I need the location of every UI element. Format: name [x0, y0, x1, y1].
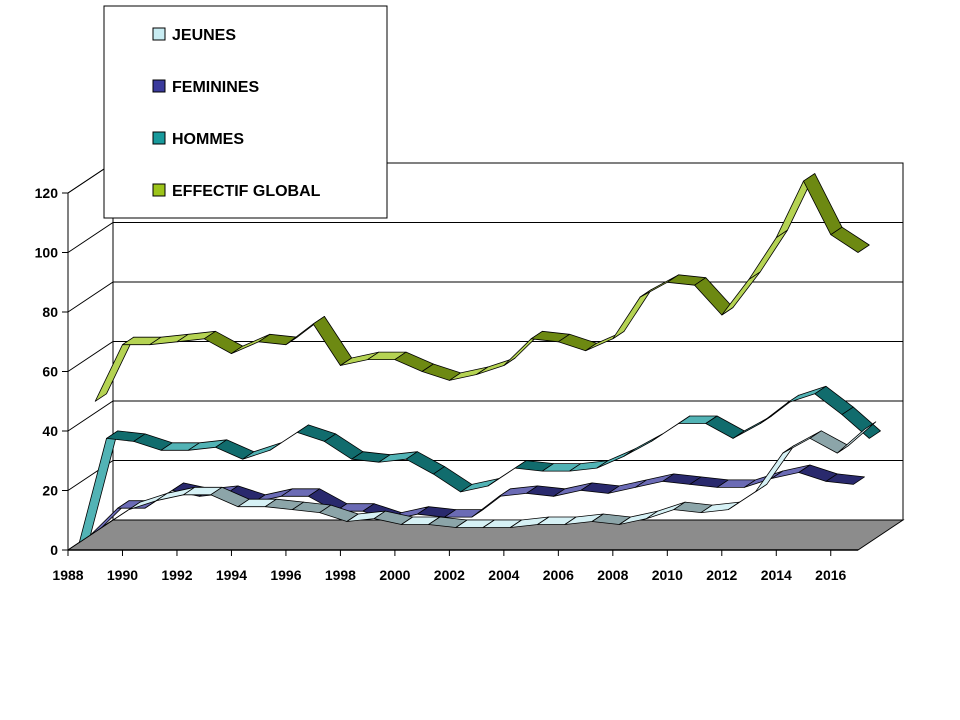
legend: JEUNES FEMININES HOMMES EFFECTIF GLOBAL	[103, 5, 388, 219]
y-tick-label: 80	[42, 304, 58, 320]
x-tick-label: 2000	[379, 567, 410, 583]
gridline	[67, 222, 903, 253]
legend-swatch	[152, 27, 166, 41]
x-tick-label: 1998	[325, 567, 356, 583]
gridline	[67, 460, 903, 491]
x-tick-label: 2006	[543, 567, 574, 583]
x-tick-label: 2016	[815, 567, 846, 583]
series-segment	[830, 226, 870, 253]
x-tick-label: 2008	[597, 567, 628, 583]
y-axis-ticks: 0 20 40 60 80 100 120	[35, 185, 68, 558]
series-segment	[836, 421, 877, 454]
x-tick-label: 1994	[216, 567, 247, 583]
gridline	[67, 341, 903, 372]
x-tick-label: 1988	[52, 567, 83, 583]
series-hommes	[78, 385, 881, 543]
y-tick-label: 100	[35, 245, 59, 261]
y-tick-label: 0	[50, 542, 58, 558]
series-effectif-global	[94, 173, 870, 402]
legend-label: HOMMES	[172, 131, 244, 148]
gridline	[67, 281, 903, 313]
legend-label: JEUNES	[172, 27, 236, 44]
gridline	[67, 400, 903, 432]
series-segment	[841, 406, 881, 439]
y-tick-label: 120	[35, 185, 59, 201]
x-tick-label: 1996	[270, 567, 301, 583]
legend-swatch	[152, 131, 166, 145]
x-tick-label: 1990	[107, 567, 138, 583]
gridlines	[67, 162, 903, 491]
x-tick-label: 2002	[434, 567, 465, 583]
legend-label: FEMININES	[172, 79, 259, 96]
y-tick-label: 20	[42, 483, 58, 499]
series-jeunes	[101, 421, 877, 528]
x-tick-label: 2014	[761, 567, 792, 583]
x-tick-label: 2010	[652, 567, 683, 583]
y-tick-label: 60	[42, 364, 58, 380]
legend-swatch	[152, 183, 166, 197]
x-tick-label: 2004	[488, 567, 519, 583]
y-tick-label: 40	[42, 423, 58, 439]
legend-box	[103, 5, 388, 219]
legend-swatch	[152, 79, 166, 93]
legend-label: EFFECTIF GLOBAL	[172, 183, 321, 200]
series-ribbons	[78, 173, 881, 543]
x-tick-label: 1992	[161, 567, 192, 583]
series-segment	[825, 473, 865, 485]
x-axis-ticks: 1988 1990 1992 1994 1996 1998 2000 2002 2004 2006…	[52, 550, 847, 583]
x-tick-label: 2012	[706, 567, 737, 583]
